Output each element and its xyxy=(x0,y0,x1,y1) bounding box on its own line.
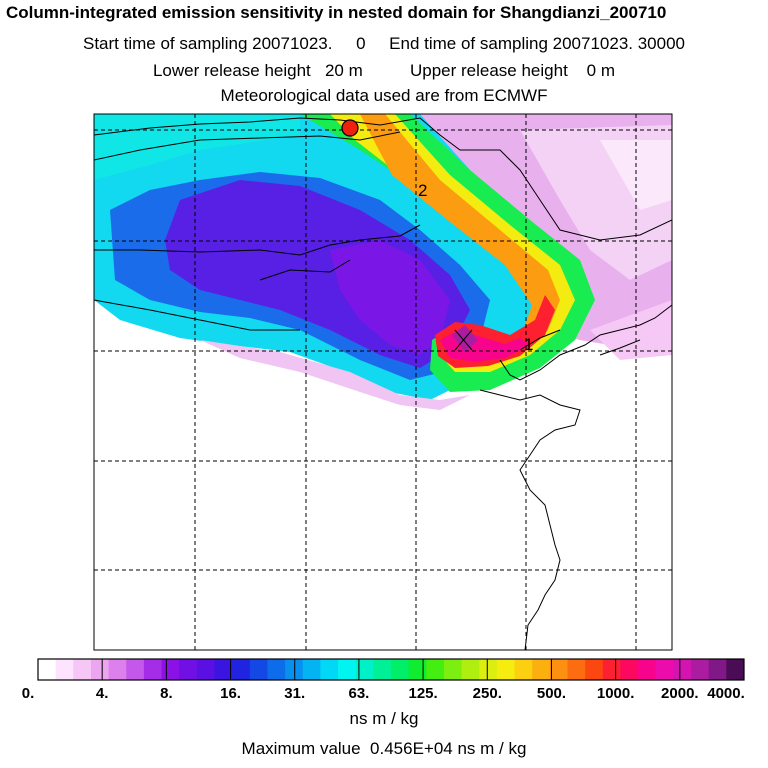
colorbar-tick-label: 125. xyxy=(408,685,438,702)
colorbar-tick-label: 4000. xyxy=(707,685,745,702)
colorbar-swatch xyxy=(673,659,692,680)
colorbar-frame xyxy=(37,658,745,681)
colorbar-swatch xyxy=(496,659,515,680)
colorbar-tick-label: 63. xyxy=(348,685,370,702)
colorbar-tick-label: 31. xyxy=(284,685,306,702)
colorbar-swatch xyxy=(514,659,533,680)
colorbar-swatch xyxy=(708,659,727,680)
colorbar-swatch xyxy=(567,659,586,680)
colorbar-tick-label: 4. xyxy=(95,685,109,702)
plume-arc-orange xyxy=(360,114,560,362)
colorbar-swatch xyxy=(302,659,321,680)
sampling-times: Start time of sampling 20071023. 0 End t… xyxy=(83,34,685,53)
colorbar-swatch xyxy=(585,659,604,680)
colorbar-tick-label: 0. xyxy=(21,685,35,702)
colorbar-tick-label: 250. xyxy=(472,685,502,702)
colorbar-swatch xyxy=(549,659,568,680)
colorbar-swatch xyxy=(179,659,198,680)
coastlines xyxy=(94,117,672,650)
colorbar-swatch xyxy=(126,659,145,680)
colorbar-swatch xyxy=(196,659,215,680)
release-site-marker xyxy=(454,329,473,351)
colorbar-swatch xyxy=(267,659,286,680)
colorbar-tick-label: 8. xyxy=(160,685,173,702)
plot-title: Column-integrated emission sensitivity i… xyxy=(6,3,667,22)
colorbar-tick-label: 2000. xyxy=(661,685,699,702)
colorbar-swatch xyxy=(55,659,74,680)
lat-lon-grid xyxy=(94,114,672,650)
colorbar-swatch xyxy=(655,659,674,680)
colorbar-swatch xyxy=(391,659,410,680)
colorbar-swatch xyxy=(338,659,357,680)
plume-south-fringe xyxy=(200,340,470,410)
map-frame xyxy=(93,113,673,651)
colorbar-units: ns m / kg xyxy=(349,709,419,728)
colorbar-swatch xyxy=(355,659,374,680)
colorbar-swatch xyxy=(161,659,180,680)
colorbar-swatch xyxy=(602,659,621,680)
colorbar-swatch xyxy=(532,659,551,680)
colorbar-swatch xyxy=(108,659,127,680)
colorbar-swatch xyxy=(38,659,57,680)
colorbar-swatch xyxy=(232,659,251,680)
colorbar-swatch xyxy=(638,659,657,680)
plume-east-faint xyxy=(600,140,672,210)
colorbar-swatch xyxy=(373,659,392,680)
colorbar-swatch xyxy=(461,659,480,680)
colorbar-swatch xyxy=(408,659,427,680)
colorbar-tick-label: 16. xyxy=(220,685,241,702)
colorbar xyxy=(38,659,745,680)
colorbar-swatch xyxy=(443,659,462,680)
label-1-marker: 1 xyxy=(524,335,533,354)
colorbar-swatch xyxy=(143,659,162,680)
colorbar-swatch xyxy=(426,659,445,680)
colorbar-swatch xyxy=(691,659,710,680)
label-2-marker: 2 xyxy=(418,181,427,200)
colorbar-swatch xyxy=(479,659,498,680)
colorbar-swatch xyxy=(285,659,304,680)
maximum-value: Maximum value 0.456E+04 ns m / kg xyxy=(241,739,527,758)
met-data-source: Meteorological data used are from ECMWF xyxy=(220,86,548,105)
colorbar-swatch xyxy=(214,659,233,680)
colorbar-swatch xyxy=(320,659,339,680)
colorbar-tick-label: 1000. xyxy=(596,685,635,702)
plume-purple-core xyxy=(330,240,450,355)
colorbar-swatch xyxy=(620,659,639,680)
plume-field xyxy=(94,114,672,410)
colorbar-swatch xyxy=(90,659,109,680)
receptor-site-marker xyxy=(341,119,359,137)
colorbar-swatch xyxy=(249,659,268,680)
plume-southeast xyxy=(590,300,672,360)
colorbar-swatch xyxy=(726,659,745,680)
colorbar-tick-label: 500. xyxy=(536,685,567,702)
colorbar-swatch xyxy=(73,659,92,680)
release-heights: Lower release height 20 m Upper release … xyxy=(152,61,616,80)
